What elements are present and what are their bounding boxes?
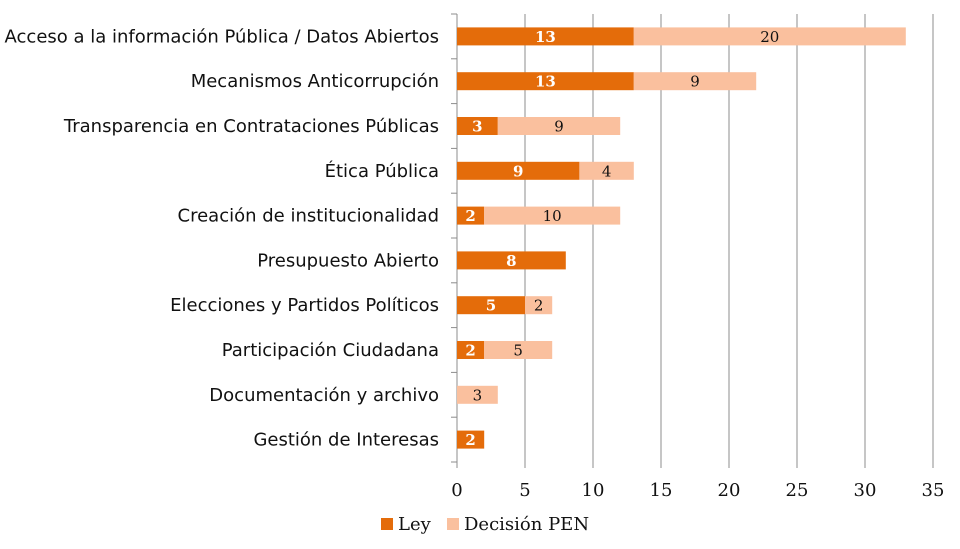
data-label-ley: 3 xyxy=(472,118,482,136)
bar-decision-pen xyxy=(633,27,906,46)
data-label-decision-pen: 2 xyxy=(534,297,544,315)
bar-ley xyxy=(457,72,634,91)
legend-swatch-decision-pen xyxy=(447,518,459,530)
category-label: Elecciones y Partidos Políticos xyxy=(170,295,439,316)
bar-decision-pen xyxy=(579,161,634,180)
bar-ley xyxy=(457,430,485,449)
category-label: Acceso a la información Pública / Datos … xyxy=(5,26,439,47)
legend-swatch-ley xyxy=(381,518,393,530)
category-label: Creación de institucionalidad xyxy=(178,206,439,227)
data-label-decision-pen: 9 xyxy=(690,73,700,91)
bar-ley xyxy=(457,161,580,180)
bar-ley xyxy=(457,296,525,315)
data-label-ley: 2 xyxy=(465,342,475,360)
category-label: Mecanismos Anticorrupción xyxy=(191,71,439,92)
category-label: Presupuesto Abierto xyxy=(257,250,439,271)
x-tick-label: 0 xyxy=(451,480,462,501)
data-label-decision-pen: 3 xyxy=(473,386,483,404)
data-label-ley: 2 xyxy=(465,207,475,225)
bar-decision-pen xyxy=(457,385,498,404)
bar-ley xyxy=(457,341,485,359)
data-label-ley: 13 xyxy=(535,28,556,46)
category-label: Participación Ciudadana xyxy=(222,340,439,361)
category-label: Transparencia en Contrataciones Públicas xyxy=(63,116,439,137)
category-label: Ética Pública xyxy=(325,160,439,182)
x-tick-label: 20 xyxy=(718,480,741,501)
data-label-ley: 9 xyxy=(513,162,523,180)
x-tick-label: 15 xyxy=(650,480,673,501)
data-label-ley: 2 xyxy=(465,431,475,449)
x-tick-label: 25 xyxy=(786,480,809,501)
data-label-ley: 5 xyxy=(486,297,496,315)
data-label-decision-pen: 4 xyxy=(602,162,612,180)
bar-decision-pen xyxy=(633,72,757,91)
bar-decision-pen xyxy=(484,341,553,359)
bar-decision-pen xyxy=(525,296,553,315)
bar-decision-pen xyxy=(484,206,621,225)
x-tick-label: 30 xyxy=(854,480,877,501)
legend-label-ley: Ley xyxy=(398,514,432,535)
data-label-ley: 13 xyxy=(535,73,556,91)
bar-ley xyxy=(457,251,566,270)
x-tick-label: 35 xyxy=(922,480,945,501)
data-label-decision-pen: 10 xyxy=(543,207,562,225)
bar-ley xyxy=(457,27,634,46)
bar-ley xyxy=(457,117,498,135)
bar-ley xyxy=(457,206,485,225)
data-label-decision-pen: 20 xyxy=(760,28,779,46)
category-label: Gestión de Interesas xyxy=(253,430,439,451)
data-label-decision-pen: 5 xyxy=(513,342,523,360)
category-label: Documentación y archivo xyxy=(209,385,439,406)
x-tick-label: 10 xyxy=(582,480,605,501)
legend-label-decision-pen: Decisión PEN xyxy=(464,514,589,535)
data-label-ley: 8 xyxy=(506,252,516,270)
x-tick-label: 5 xyxy=(519,480,530,501)
data-label-decision-pen: 9 xyxy=(554,118,564,136)
bar-decision-pen xyxy=(497,117,621,135)
